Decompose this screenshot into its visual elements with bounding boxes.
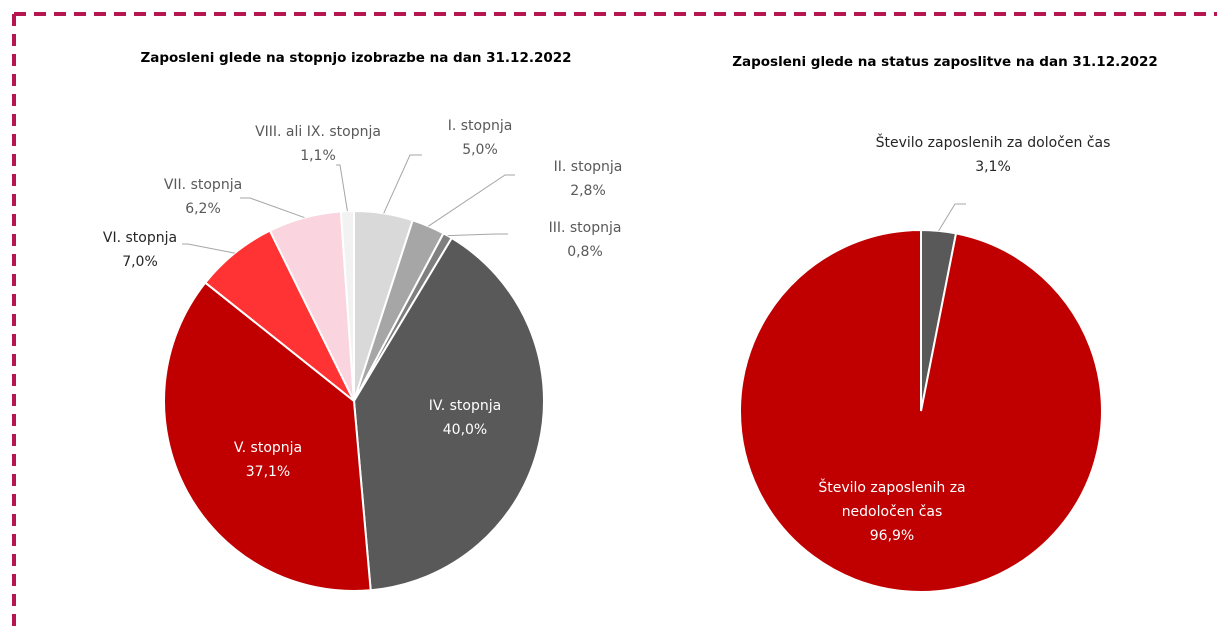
data-label: I. stopnja 5,0% — [448, 118, 513, 158]
data-label: VIII. ali IX. stopnja 1,1% — [255, 124, 381, 164]
leader-line — [182, 243, 235, 254]
data-label: Število zaposlenih za nedoločen čas 96,9% — [818, 478, 965, 544]
pie-slice — [163, 281, 372, 592]
pie-slice — [739, 228, 1103, 593]
value-label: 0,8% — [567, 244, 603, 260]
data-label: IV. stopnja 40,0% — [429, 398, 501, 438]
leader-line — [938, 203, 966, 232]
category-label: IV. stopnja — [429, 398, 501, 414]
data-label: V. stopnja 37,1% — [234, 440, 302, 480]
leader-line — [383, 154, 422, 214]
data-label: Število zaposlenih za določen čas 3,1% — [876, 133, 1111, 175]
value-label: 96,9% — [870, 528, 914, 544]
value-label: 5,0% — [462, 142, 498, 158]
leader-line — [336, 164, 348, 212]
value-label: 2,8% — [570, 183, 606, 199]
data-label: II. stopnja 2,8% — [554, 159, 623, 199]
value-label: 3,1% — [975, 159, 1011, 175]
category-label: Število zaposlenih za določen čas — [876, 133, 1111, 151]
value-label: 37,1% — [246, 464, 290, 480]
category-label: V. stopnja — [234, 440, 302, 456]
category-label: II. stopnja — [554, 159, 623, 175]
category-label: nedoločen čas — [842, 504, 943, 520]
category-label: Število zaposlenih za — [818, 478, 965, 496]
pie-slice — [339, 209, 355, 402]
pie-slice — [352, 236, 545, 592]
category-label: VII. stopnja — [164, 177, 242, 193]
leader-line — [240, 197, 305, 219]
category-label: VI. stopnja — [103, 230, 177, 246]
value-label: 6,2% — [185, 201, 221, 217]
value-label: 1,1% — [300, 148, 336, 164]
value-label: 7,0% — [122, 254, 158, 270]
leader-line — [428, 174, 515, 227]
chart-title: Zaposleni glede na stopnjo izobrazbe na … — [140, 50, 571, 66]
chart-title: Zaposleni glede na status zaposlitve na … — [732, 54, 1158, 70]
data-label: VI. stopnja 7,0% — [103, 230, 177, 270]
value-label: 40,0% — [443, 422, 487, 438]
data-label: VII. stopnja 6,2% — [164, 177, 242, 217]
category-label: I. stopnja — [448, 118, 513, 134]
data-label: III. stopnja 0,8% — [549, 220, 622, 260]
category-label: III. stopnja — [549, 220, 622, 236]
category-label: VIII. ali IX. stopnja — [255, 124, 381, 140]
leader-line — [447, 233, 508, 237]
